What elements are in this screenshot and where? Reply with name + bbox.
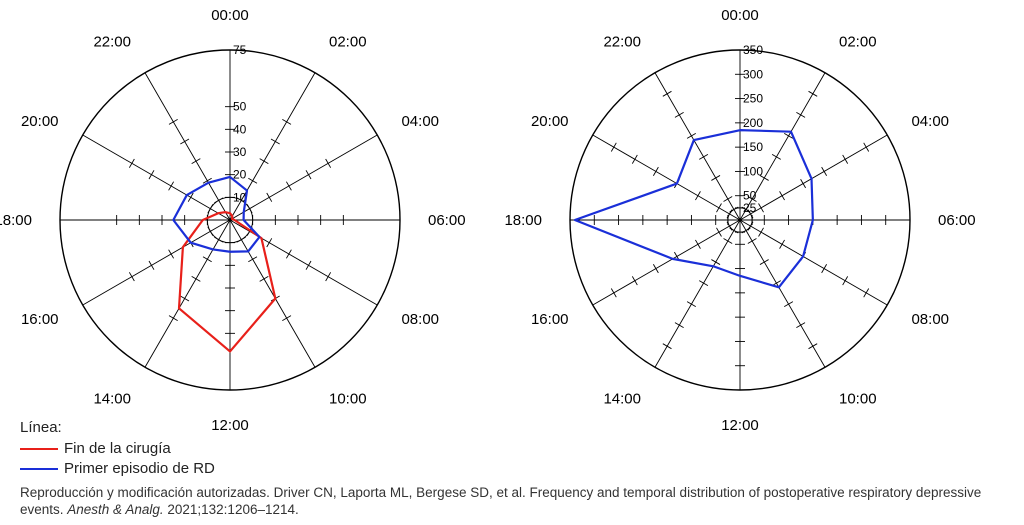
svg-text:200: 200 bbox=[743, 116, 763, 130]
svg-text:14:00: 14:00 bbox=[93, 390, 131, 407]
svg-text:350: 350 bbox=[743, 43, 763, 57]
svg-text:16:00: 16:00 bbox=[531, 311, 569, 328]
svg-text:10:00: 10:00 bbox=[839, 390, 877, 407]
figure-page: { "figure": { "background_color": "#ffff… bbox=[0, 0, 1024, 525]
svg-text:02:00: 02:00 bbox=[329, 34, 367, 51]
svg-text:08:00: 08:00 bbox=[401, 311, 439, 328]
citation-prefix: Reproducción y modificación autorizadas.… bbox=[20, 485, 981, 517]
legend: Línea: Fin de la cirugía Primer episodio… bbox=[20, 418, 215, 479]
legend-label-1: Primer episodio de RD bbox=[64, 459, 215, 479]
svg-text:18:00: 18:00 bbox=[0, 212, 32, 229]
svg-text:04:00: 04:00 bbox=[911, 113, 949, 130]
svg-text:02:00: 02:00 bbox=[839, 34, 877, 51]
svg-text:18:00: 18:00 bbox=[504, 212, 542, 229]
svg-text:12:00: 12:00 bbox=[211, 417, 249, 434]
svg-text:12:00: 12:00 bbox=[721, 417, 759, 434]
svg-text:06:00: 06:00 bbox=[428, 212, 466, 229]
polar-chart-left: 00:00 02:00 04:00 06:00 08:00 10:00 12:00 14:00… bbox=[0, 0, 480, 440]
svg-text:10:00: 10:00 bbox=[329, 390, 367, 407]
svg-text:50: 50 bbox=[233, 100, 247, 114]
svg-text:16:00: 16:00 bbox=[21, 311, 59, 328]
svg-text:25: 25 bbox=[743, 201, 757, 215]
svg-text:04:00: 04:00 bbox=[401, 113, 439, 130]
svg-text:22:00: 22:00 bbox=[603, 34, 641, 51]
svg-text:14:00: 14:00 bbox=[603, 390, 641, 407]
legend-label-0: Fin de la cirugía bbox=[64, 439, 171, 459]
svg-text:20: 20 bbox=[233, 168, 247, 182]
svg-text:22:00: 22:00 bbox=[93, 34, 131, 51]
legend-item-1: Primer episodio de RD bbox=[20, 459, 215, 479]
legend-item-0: Fin de la cirugía bbox=[20, 439, 215, 459]
svg-text:100: 100 bbox=[743, 164, 763, 178]
citation-suffix: 2021;132:1206–1214. bbox=[167, 502, 298, 517]
svg-text:150: 150 bbox=[743, 140, 763, 154]
legend-swatch-1 bbox=[20, 468, 58, 470]
svg-text:08:00: 08:00 bbox=[911, 311, 949, 328]
svg-text:20:00: 20:00 bbox=[21, 113, 59, 130]
svg-text:300: 300 bbox=[743, 67, 763, 81]
svg-text:00:00: 00:00 bbox=[721, 7, 759, 24]
svg-text:20:00: 20:00 bbox=[531, 113, 569, 130]
svg-text:50: 50 bbox=[743, 189, 757, 203]
polar-chart-right: 00:00 02:00 04:00 06:00 08:00 10:00 12:00 14:00… bbox=[480, 0, 1000, 440]
legend-title: Línea: bbox=[20, 418, 215, 438]
charts-row: 00:00 02:00 04:00 06:00 08:00 10:00 12:00 14:00… bbox=[0, 0, 1024, 440]
svg-text:00:00: 00:00 bbox=[211, 7, 249, 24]
svg-text:30: 30 bbox=[233, 145, 247, 159]
svg-text:06:00: 06:00 bbox=[938, 212, 976, 229]
citation-journal: Anesth & Analg. bbox=[67, 502, 163, 517]
citation: Reproducción y modificación autorizadas.… bbox=[20, 485, 1004, 519]
legend-swatch-0 bbox=[20, 448, 58, 450]
svg-text:40: 40 bbox=[233, 122, 247, 136]
svg-text:250: 250 bbox=[743, 92, 763, 106]
svg-text:75: 75 bbox=[233, 43, 247, 57]
